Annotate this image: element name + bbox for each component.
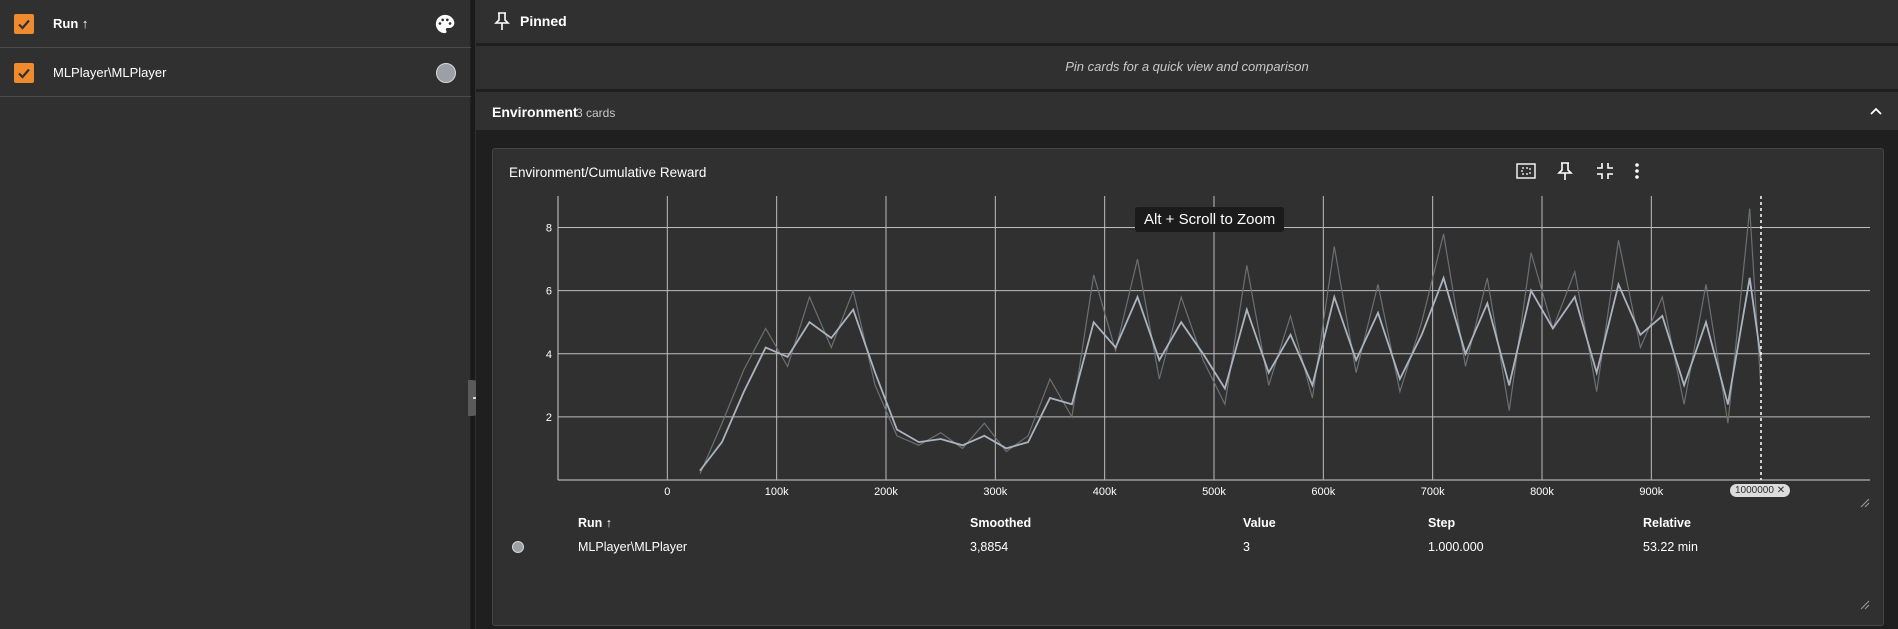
group-card-count: 3 cards xyxy=(576,106,616,120)
table-header-value[interactable]: Value xyxy=(1243,516,1276,530)
table-cell-step: 1.000.000 xyxy=(1428,540,1484,554)
table-cell-run: MLPlayer\MLPlayer xyxy=(578,540,688,554)
select-all-checkbox[interactable] xyxy=(14,14,34,34)
check-icon xyxy=(18,68,30,79)
table-row-color-swatch xyxy=(512,541,524,553)
zoom-tooltip: Alt + Scroll to Zoom xyxy=(1135,207,1285,232)
panel-divider[interactable] xyxy=(471,0,475,629)
card-title: Environment/Cumulative Reward xyxy=(509,165,707,180)
table-header-run[interactable]: Run ↑ xyxy=(578,516,613,530)
table-header-smoothed[interactable]: Smoothed xyxy=(970,516,1032,530)
table-resize-handle[interactable] xyxy=(1860,600,1870,610)
runs-column-header[interactable]: Run ↑ xyxy=(53,16,89,31)
pinned-header: Pinned xyxy=(476,0,1898,43)
run-name: MLPlayer\MLPlayer xyxy=(53,65,167,80)
chevron-up-icon[interactable] xyxy=(1868,103,1884,119)
collapse-card-icon[interactable] xyxy=(1596,161,1614,181)
group-header[interactable]: Environment 3 cards xyxy=(476,92,1898,130)
check-icon xyxy=(18,19,30,30)
table-cell-relative: 53.22 min xyxy=(1643,540,1698,554)
pinned-title: Pinned xyxy=(520,13,567,29)
run-row[interactable]: MLPlayer\MLPlayer xyxy=(0,49,471,97)
runs-panel: Run ↑ MLPlayer\MLPlayer xyxy=(0,0,471,629)
palette-icon[interactable] xyxy=(434,13,456,35)
main-content: Pinned Pin cards for a quick view and co… xyxy=(476,0,1898,629)
pin-card-icon[interactable] xyxy=(1557,161,1573,181)
more-vert-icon[interactable] xyxy=(1633,161,1641,181)
step-cursor-badge[interactable]: 1000000 ✕ xyxy=(1730,484,1791,497)
run-checkbox[interactable] xyxy=(14,63,34,83)
pinned-hint: Pin cards for a quick view and compariso… xyxy=(1065,59,1309,74)
table-cell-smoothed: 3,8854 xyxy=(970,540,1009,554)
pinned-empty-area: Pin cards for a quick view and compariso… xyxy=(476,46,1898,89)
table-cell-value: 3 xyxy=(1243,540,1250,554)
table-header-step[interactable]: Step xyxy=(1428,516,1456,530)
fit-domain-icon[interactable] xyxy=(1515,161,1537,181)
runs-header-row: Run ↑ xyxy=(0,0,471,48)
group-title: Environment xyxy=(492,104,578,120)
run-color-swatch[interactable] xyxy=(436,63,456,83)
pin-icon xyxy=(494,12,510,30)
chart-resize-handle[interactable] xyxy=(1860,498,1870,508)
table-header-relative[interactable]: Relative xyxy=(1643,516,1691,530)
